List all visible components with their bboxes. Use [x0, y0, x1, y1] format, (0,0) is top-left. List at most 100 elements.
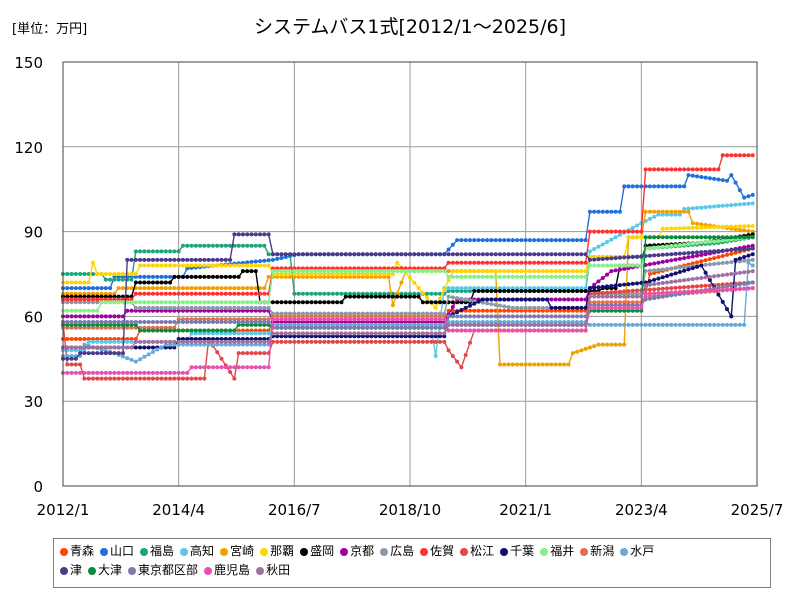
data-point — [557, 286, 562, 291]
data-point — [729, 224, 734, 229]
legend-item: 那覇 — [260, 542, 294, 561]
data-point — [335, 320, 340, 325]
data-point — [690, 167, 695, 172]
data-point — [420, 320, 425, 325]
data-point — [335, 325, 340, 330]
data-point — [339, 272, 344, 276]
data-point — [669, 235, 674, 240]
data-point — [716, 167, 721, 172]
data-point — [635, 288, 640, 293]
data-point — [686, 225, 691, 230]
data-point — [712, 288, 717, 293]
data-point — [699, 250, 704, 255]
data-point — [677, 235, 682, 240]
data-point — [206, 300, 211, 305]
data-point — [116, 314, 121, 319]
data-point — [540, 269, 545, 274]
data-point — [425, 320, 430, 325]
data-point — [480, 300, 485, 305]
data-point — [378, 269, 383, 274]
data-point — [318, 291, 323, 296]
data-point — [283, 334, 288, 339]
data-point — [699, 222, 704, 227]
data-point — [292, 252, 297, 257]
data-point — [639, 322, 644, 327]
data-point — [639, 308, 644, 313]
data-point — [472, 301, 477, 306]
data-point — [690, 322, 695, 327]
data-point — [437, 317, 442, 322]
data-point — [236, 300, 241, 305]
data-point — [536, 297, 541, 302]
data-point — [378, 339, 383, 344]
data-point — [459, 269, 464, 274]
data-point — [592, 247, 597, 252]
data-point — [437, 334, 442, 339]
data-point — [669, 279, 674, 284]
data-point — [82, 337, 87, 342]
data-point — [95, 351, 100, 356]
data-point — [133, 376, 138, 381]
legend-label: 青森 — [70, 544, 95, 558]
data-point — [322, 311, 327, 316]
data-point — [219, 286, 224, 291]
data-point — [116, 322, 121, 327]
data-point — [750, 257, 755, 262]
data-point — [206, 305, 211, 310]
data-point — [596, 229, 601, 234]
data-point — [335, 317, 340, 322]
data-point — [532, 305, 537, 310]
data-point — [455, 296, 460, 301]
data-point — [296, 317, 301, 322]
data-point — [446, 252, 451, 257]
data-point — [600, 294, 605, 299]
data-point — [647, 209, 652, 214]
data-point — [472, 269, 477, 274]
data-point — [566, 274, 571, 279]
data-point — [515, 305, 520, 310]
data-point — [390, 272, 395, 276]
data-point — [69, 337, 74, 342]
data-point — [600, 290, 605, 295]
data-point — [502, 269, 507, 274]
data-point — [549, 274, 554, 279]
data-point — [716, 204, 721, 209]
data-point — [420, 325, 425, 330]
data-point — [133, 272, 138, 276]
data-point — [497, 238, 502, 243]
data-point — [108, 294, 113, 299]
data-point — [168, 320, 173, 325]
data-point — [103, 370, 108, 375]
data-point — [652, 282, 657, 287]
data-point — [733, 283, 738, 288]
data-point — [348, 291, 353, 296]
data-point — [223, 337, 228, 342]
data-point — [279, 317, 284, 322]
data-point — [643, 291, 648, 296]
data-point — [433, 311, 438, 316]
legend-label: 大津 — [98, 563, 123, 577]
data-point — [746, 246, 751, 251]
data-point — [433, 320, 438, 325]
data-point — [228, 320, 233, 325]
data-point — [476, 288, 481, 293]
data-point — [502, 260, 507, 265]
data-point — [146, 263, 151, 268]
data-point — [677, 209, 682, 214]
data-point — [369, 269, 374, 274]
data-point — [240, 269, 245, 274]
data-point — [305, 317, 310, 322]
data-point — [240, 243, 245, 248]
data-point — [112, 272, 117, 276]
data-point — [99, 345, 104, 350]
data-point — [489, 238, 494, 243]
data-point — [609, 322, 614, 327]
data-point — [420, 339, 425, 344]
data-point — [133, 337, 138, 342]
data-point — [536, 252, 541, 257]
data-point — [125, 257, 130, 262]
legend-label: 山口 — [110, 544, 135, 558]
data-point — [446, 314, 451, 319]
data-point — [523, 328, 528, 333]
data-point — [690, 241, 695, 246]
